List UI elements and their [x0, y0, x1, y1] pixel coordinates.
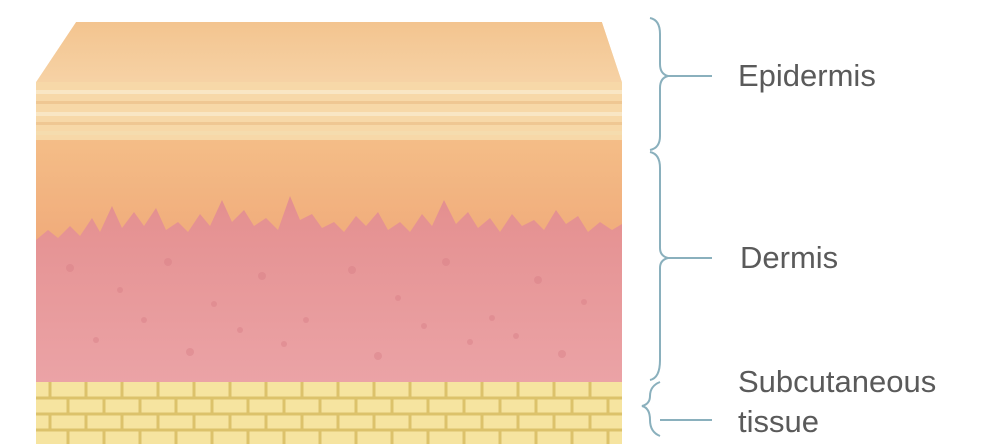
- dermis-texture: [66, 258, 587, 360]
- dermis-bracket: [649, 151, 669, 381]
- subcutaneous-bracket: [641, 381, 661, 437]
- dermis-lower-layer: [36, 196, 622, 382]
- epidermis-layer: [36, 82, 622, 140]
- subcutaneous-label-line2: tissue: [738, 404, 819, 439]
- epidermis-bracket: [649, 17, 669, 151]
- subcutaneous-fat-layer: [36, 382, 622, 444]
- subcutaneous-label-line1: Subcutaneous: [738, 364, 936, 399]
- layer-brackets: [641, 17, 712, 437]
- epidermis-top-surface: [36, 22, 622, 82]
- dermis-label: Dermis: [740, 240, 838, 275]
- epidermis-label: Epidermis: [738, 58, 876, 93]
- fat-cell-grid: [48, 382, 610, 444]
- skin-block: [36, 22, 622, 444]
